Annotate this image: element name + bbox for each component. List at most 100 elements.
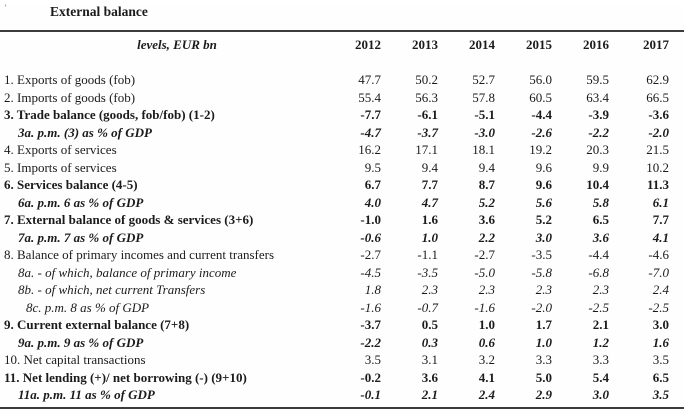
value-cell: 3.0 — [592, 387, 609, 402]
value-cell: 6.5 — [592, 212, 609, 227]
value-cell: 9.5 — [364, 159, 381, 175]
value-cell: -2.2 — [588, 124, 609, 140]
value-cell: -1.0 — [360, 212, 381, 227]
value-cell: 5.6 — [535, 194, 552, 210]
value-cell: 9.9 — [592, 159, 609, 175]
value-cell: -2.5 — [648, 299, 669, 315]
table-row: 8a. - of which, balance of primary incom… — [0, 264, 684, 282]
table-row: 11a. p.m. 11 as % of GDP -0.1 2.1 2.4 2.9 3.0… — [0, 386, 684, 408]
value-cell: -0.7 — [417, 299, 438, 315]
table-row: 8c. p.m. 8 as % of GDP -1.6 -0.7 -1.6 -2.0 -2… — [0, 299, 684, 317]
row-label: 6. Services balance (4-5) — [4, 177, 138, 192]
value-cell: -3.0 — [474, 124, 495, 140]
value-cell: 3.6 — [592, 229, 609, 245]
table-row: 3. Trade balance (goods, fob/fob) (1-2) -… — [0, 106, 684, 124]
value-cell: 3.5 — [652, 387, 669, 402]
value-cell: 1.8 — [364, 282, 381, 297]
row-label: 4. Exports of services — [4, 142, 117, 157]
value-cell: -2.0 — [648, 124, 669, 140]
value-cell: 5.2 — [478, 194, 495, 210]
value-cell: 0.5 — [421, 317, 438, 332]
table-row: 8b. - of which, net current Transfers 1.8… — [0, 281, 684, 299]
value-cell: 63.4 — [586, 89, 609, 105]
value-cell: 0.3 — [421, 334, 438, 350]
value-cell: 6.1 — [652, 194, 669, 210]
table-row: 1. Exports of goods (fob) 47.7 50.2 52.7 56.… — [0, 58, 684, 89]
table-row: 10. Net capital transactions 3.5 3.1 3.2 3.3… — [0, 351, 684, 369]
value-cell: 56.3 — [415, 89, 438, 105]
value-cell: 50.2 — [415, 72, 438, 87]
value-cell: -3.7 — [360, 317, 381, 332]
value-cell: 3.6 — [421, 369, 438, 385]
value-cell: 4.1 — [478, 369, 495, 385]
value-cell: 11.3 — [646, 177, 669, 192]
value-cell: -5.8 — [531, 264, 552, 280]
value-cell: -3.6 — [648, 107, 669, 122]
value-cell: -6.1 — [417, 107, 438, 122]
table-body: 1. Exports of goods (fob) 47.7 50.2 52.7 56.… — [0, 58, 684, 408]
value-cell: 16.2 — [358, 142, 381, 157]
year-column-header: 2016 — [583, 37, 609, 52]
value-cell: 1.6 — [421, 212, 438, 227]
corner-artifact: ’ — [4, 3, 7, 13]
value-cell: -1.6 — [474, 299, 495, 315]
value-cell: 2.1 — [421, 387, 438, 402]
value-cell: 0.6 — [478, 334, 495, 350]
value-cell: -2.2 — [360, 334, 381, 350]
value-cell: 6.5 — [652, 369, 669, 385]
value-cell: -0.6 — [360, 229, 381, 245]
year-column-header: 2012 — [355, 37, 381, 52]
value-cell: 47.7 — [358, 72, 381, 87]
value-cell: 21.5 — [646, 142, 669, 157]
value-cell: 55.4 — [358, 89, 381, 105]
header-row: levels, EUR bn 2012 2013 2014 2015 2016 2017 — [0, 31, 684, 58]
year-column-header: 2017 — [643, 37, 669, 52]
value-cell: 4.7 — [421, 194, 438, 210]
value-cell: 2.1 — [592, 317, 609, 332]
value-cell: 2.3 — [421, 282, 438, 297]
value-cell: 2.9 — [535, 387, 552, 402]
table-row: 6. Services balance (4-5) 6.7 7.7 8.7 9.6 10.… — [0, 176, 684, 194]
table-row: 2. Imports of goods (fob) 55.4 56.3 57.8 60.… — [0, 89, 684, 107]
value-cell: 9.4 — [478, 159, 495, 175]
value-cell: -3.5 — [417, 264, 438, 280]
value-cell: 52.7 — [472, 72, 495, 87]
value-cell: 1.0 — [478, 317, 495, 332]
value-cell: 3.3 — [535, 352, 552, 367]
row-label: 8. Balance of primary incomes and curren… — [4, 247, 275, 262]
row-label: 9a. p.m. 9 as % of GDP — [18, 334, 144, 350]
table-row: 8. Balance of primary incomes and curren… — [0, 246, 684, 264]
value-cell: -3.9 — [588, 107, 609, 122]
row-label: 9. Current external balance (7+8) — [4, 317, 190, 332]
value-cell: 62.9 — [646, 72, 669, 87]
value-cell: -4.4 — [588, 247, 609, 262]
value-cell: 1.0 — [535, 334, 552, 350]
value-cell: 10.4 — [586, 177, 609, 192]
value-cell: 57.8 — [472, 89, 495, 105]
value-cell: -3.7 — [417, 124, 438, 140]
value-cell: 3.3 — [592, 352, 609, 367]
external-balance-table: levels, EUR bn 2012 2013 2014 2015 2016 2017 … — [0, 30, 684, 409]
row-label: 1. Exports of goods (fob) — [4, 72, 136, 87]
table-row: 7a. p.m. 7 as % of GDP -0.6 1.0 2.2 3.0 3.6 4.… — [0, 229, 684, 247]
value-cell: 56.0 — [529, 72, 552, 87]
value-cell: 5.0 — [535, 369, 552, 385]
row-label: 7a. p.m. 7 as % of GDP — [18, 229, 144, 245]
row-label: 8b. - of which, net current Transfers — [18, 282, 206, 297]
value-cell: -0.1 — [360, 387, 381, 402]
value-cell: -2.6 — [531, 124, 552, 140]
row-label: 3. Trade balance (goods, fob/fob) (1-2) — [4, 107, 215, 122]
value-cell: 10.2 — [646, 159, 669, 175]
value-cell: 1.0 — [421, 229, 438, 245]
value-cell: -1.1 — [417, 247, 438, 262]
table-row: 5. Imports of services 9.5 9.4 9.4 9.6 9.9 10.… — [0, 159, 684, 177]
value-cell: 9.6 — [535, 159, 552, 175]
unit-header: levels, EUR bn — [137, 37, 217, 52]
value-cell: 1.7 — [535, 317, 552, 332]
value-cell: -2.0 — [531, 299, 552, 315]
value-cell: -5.0 — [474, 264, 495, 280]
value-cell: 8.7 — [478, 177, 495, 192]
value-cell: 1.6 — [652, 334, 669, 350]
value-cell: -6.8 — [588, 264, 609, 280]
value-cell: -4.7 — [360, 124, 381, 140]
